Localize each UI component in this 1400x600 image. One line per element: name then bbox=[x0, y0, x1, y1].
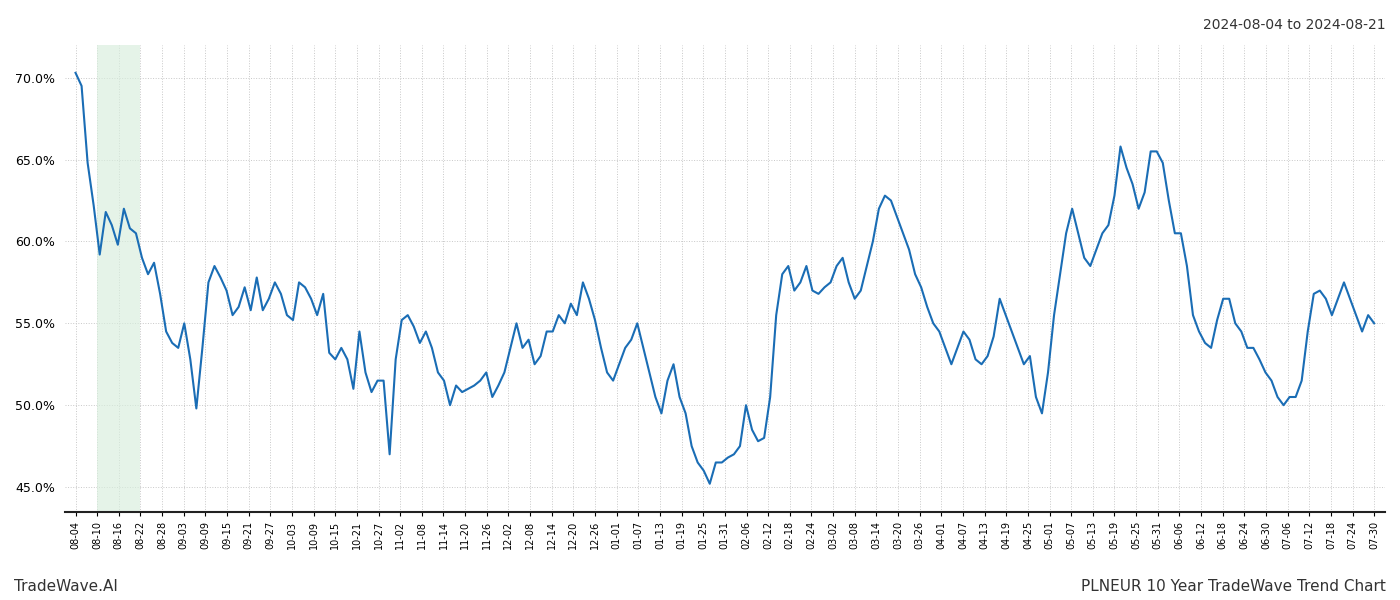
Bar bbox=[97, 45, 140, 512]
Text: TradeWave.AI: TradeWave.AI bbox=[14, 579, 118, 594]
Text: 2024-08-04 to 2024-08-21: 2024-08-04 to 2024-08-21 bbox=[1204, 18, 1386, 32]
Text: PLNEUR 10 Year TradeWave Trend Chart: PLNEUR 10 Year TradeWave Trend Chart bbox=[1081, 579, 1386, 594]
